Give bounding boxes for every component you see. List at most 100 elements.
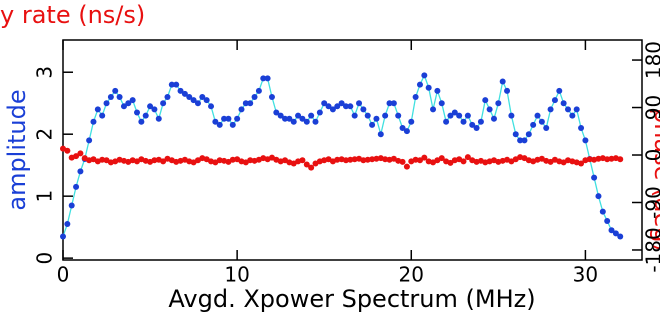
data-point (525, 131, 532, 138)
data-point (356, 100, 363, 107)
data-point (308, 164, 315, 171)
data-point (312, 118, 319, 125)
data-point (99, 112, 106, 119)
data-point (608, 155, 615, 162)
data-point (547, 106, 554, 113)
y-tick-label: 0 (33, 252, 57, 265)
data-point (238, 106, 245, 113)
y2-tick-label: 180 (642, 41, 660, 79)
data-point (399, 158, 406, 165)
y2-tick-label: -180 (642, 227, 660, 272)
data-point (403, 128, 410, 135)
data-point (299, 115, 306, 122)
data-point (290, 118, 297, 125)
data-point (430, 106, 437, 113)
data-point (416, 81, 423, 88)
data-point (560, 100, 567, 107)
data-point (386, 100, 393, 107)
data-point (168, 81, 175, 88)
data-point (421, 72, 428, 79)
data-point (604, 156, 611, 163)
data-point (369, 121, 376, 128)
data-point (338, 100, 345, 107)
data-point (477, 118, 484, 125)
data-point (208, 103, 215, 110)
data-point (299, 157, 306, 164)
data-point (160, 158, 167, 165)
x-tick-label: 0 (57, 263, 70, 287)
y-tick-label: 3 (33, 66, 57, 79)
data-point (403, 163, 410, 170)
data-point (473, 125, 480, 131)
data-point (582, 137, 589, 144)
data-point (364, 156, 371, 163)
data-point (490, 115, 497, 122)
data-point (399, 125, 406, 131)
data-point (216, 121, 223, 128)
data-point (303, 161, 310, 168)
data-point (264, 75, 271, 82)
data-point (390, 100, 397, 107)
data-point (68, 202, 75, 209)
data-point (364, 112, 371, 119)
data-point (438, 155, 445, 162)
data-point (247, 157, 254, 164)
data-point (247, 100, 254, 107)
data-point (94, 106, 101, 113)
data-point (295, 112, 302, 119)
data-point (443, 118, 450, 125)
data-point (530, 121, 537, 128)
data-point (595, 155, 602, 162)
data-point (482, 97, 489, 104)
data-point (551, 97, 558, 104)
data-point (73, 183, 80, 190)
data-point (408, 118, 415, 125)
data-point (60, 233, 66, 240)
data-point (160, 100, 167, 107)
data-point (460, 158, 467, 165)
data-point (499, 78, 506, 85)
data-point (134, 109, 141, 116)
data-point (460, 118, 467, 125)
data-point (251, 94, 258, 101)
y-axis-label: amplitude (3, 89, 31, 210)
data-point (564, 106, 571, 113)
data-point (412, 94, 419, 101)
data-point (447, 112, 454, 119)
y-tick-label: 2 (33, 128, 57, 141)
data-point (164, 94, 171, 101)
data-point (395, 112, 402, 119)
data-point (334, 103, 341, 110)
data-point (508, 112, 515, 119)
data-point (556, 87, 563, 94)
y2-tick-label: 90 (642, 95, 660, 120)
x-tick-label: 20 (399, 263, 424, 287)
data-point (416, 157, 423, 164)
data-point (103, 100, 110, 107)
data-point (438, 100, 445, 107)
data-point (369, 156, 376, 163)
x-tick-label: 30 (573, 263, 598, 287)
data-point (464, 112, 471, 119)
data-point (578, 160, 585, 167)
data-point (412, 156, 419, 163)
data-point (534, 112, 541, 119)
y2-tick-label: -90 (642, 186, 660, 219)
data-point (255, 87, 262, 94)
data-point (517, 137, 524, 144)
data-point (308, 112, 315, 119)
data-point (282, 115, 289, 122)
data-point (591, 174, 598, 181)
data-point (512, 131, 519, 138)
data-point (434, 87, 441, 94)
data-point (268, 94, 275, 101)
data-point (64, 221, 71, 228)
data-point (578, 125, 585, 131)
data-point (599, 208, 606, 215)
y2-tick-label: 0 (642, 149, 660, 162)
data-point (129, 97, 136, 104)
data-point (125, 100, 132, 107)
data-point (216, 157, 223, 164)
data-point (142, 112, 149, 119)
data-point (86, 137, 93, 144)
